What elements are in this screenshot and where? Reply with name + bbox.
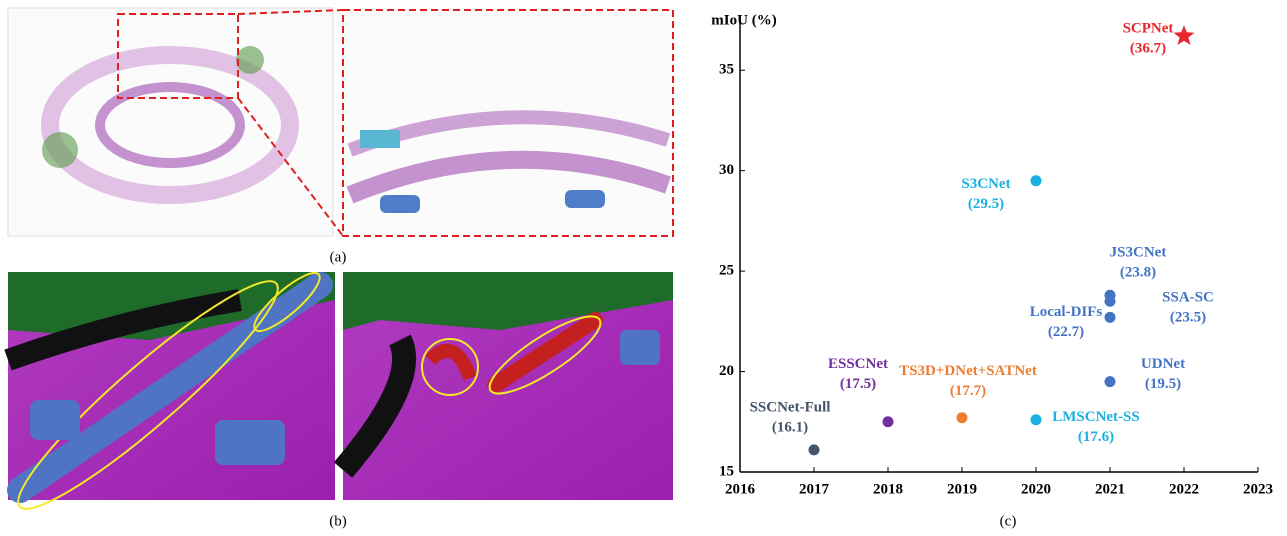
x-tick-label: 2020 xyxy=(1021,481,1051,497)
x-tick-label: 2018 xyxy=(873,481,903,497)
point xyxy=(883,416,894,427)
x-tick-label: 2023 xyxy=(1243,481,1273,497)
point xyxy=(1105,312,1116,323)
point-label: UDNet xyxy=(1141,356,1185,372)
y-tick-label: 35 xyxy=(719,62,734,78)
point-label: S3CNet xyxy=(961,176,1010,192)
value-label: (17.7) xyxy=(950,383,986,399)
x-tick-label: 2021 xyxy=(1095,481,1125,497)
point-label: LMSCNet-SS xyxy=(1052,409,1140,425)
value-label: (29.5) xyxy=(968,196,1004,212)
point xyxy=(809,444,820,455)
y-tick-label: 25 xyxy=(719,263,734,279)
value-label: (19.5) xyxy=(1145,376,1181,392)
x-tick-label: 2022 xyxy=(1169,481,1199,497)
value-label: (23.8) xyxy=(1120,265,1156,281)
x-tick-label: 2017 xyxy=(799,481,830,497)
y-tick-label: 20 xyxy=(719,363,734,379)
caption: (c) xyxy=(1000,513,1017,529)
value-label: (22.7) xyxy=(1048,324,1084,340)
panel-a xyxy=(8,8,673,236)
point-label: Local-DIFs xyxy=(1030,304,1103,320)
point xyxy=(1105,296,1116,307)
y-tick-label: 15 xyxy=(719,463,734,479)
value-label: (16.1) xyxy=(772,419,808,435)
point-label: JS3CNet xyxy=(1110,245,1167,261)
point xyxy=(957,412,968,423)
point-label: TS3D+DNet+SATNet xyxy=(899,363,1037,379)
caption: (a) xyxy=(330,249,347,265)
y-axis-title: mIoU (%) xyxy=(711,12,776,28)
point-label: ESSCNet xyxy=(828,356,888,372)
point xyxy=(1105,376,1116,387)
value-label: (17.5) xyxy=(840,376,876,392)
value-label: (17.6) xyxy=(1078,429,1114,445)
caption: (b) xyxy=(329,513,347,529)
point-label: SCPNet xyxy=(1123,21,1174,37)
point xyxy=(1031,175,1042,186)
y-tick-label: 30 xyxy=(719,162,734,178)
x-tick-label: 2019 xyxy=(947,481,977,497)
value-label: (23.5) xyxy=(1170,310,1206,326)
x-tick-label: 2016 xyxy=(725,481,756,497)
point-label: SSA-SC xyxy=(1162,290,1214,306)
figure: (a) (b) (c) mIoU (%) 15 20 25 30 35 2016 2017 2… xyxy=(0,0,1287,536)
value-label: (36.7) xyxy=(1130,41,1166,57)
panel-b xyxy=(0,261,673,529)
point xyxy=(1174,25,1195,45)
point xyxy=(1031,414,1042,425)
point-label: SSCNet-Full xyxy=(750,399,831,415)
